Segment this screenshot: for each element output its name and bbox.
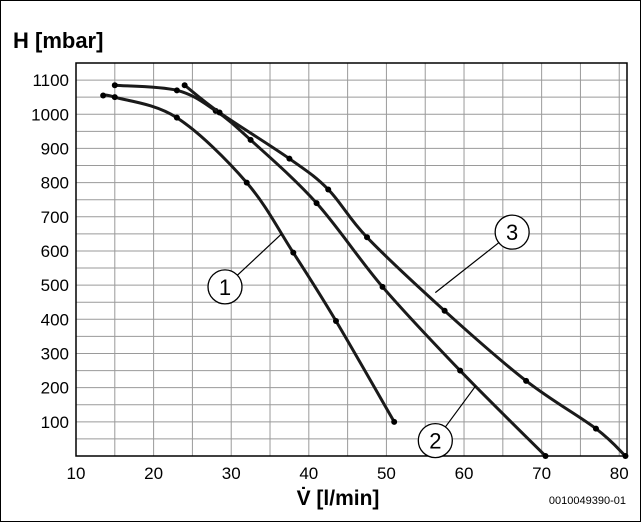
series-2-point bbox=[173, 87, 180, 94]
series-2-point bbox=[313, 200, 320, 207]
x-tick-label: 50 bbox=[377, 464, 396, 483]
labels: H [mbar] V̇ [l/min] 0010049390-01 bbox=[13, 28, 626, 510]
x-tick-label: 60 bbox=[455, 464, 474, 483]
grid bbox=[76, 62, 627, 456]
callout-1-label: 1 bbox=[219, 275, 231, 300]
axes: 100 200 300 400 500 600 700 800 900 1000 1100 10 20 3… bbox=[31, 62, 629, 483]
callout-1-leader bbox=[237, 233, 283, 276]
series-3-point bbox=[286, 155, 293, 162]
x-tick-label: 70 bbox=[532, 464, 551, 483]
y-tick-label: 400 bbox=[41, 310, 69, 329]
y-tick-label: 600 bbox=[41, 242, 69, 261]
y-tick-label: 100 bbox=[41, 413, 69, 432]
y-tick-label: 800 bbox=[41, 174, 69, 193]
chart-title: H [mbar] bbox=[13, 28, 103, 53]
series-line-2 bbox=[113, 83, 547, 458]
y-tick-label: 300 bbox=[41, 344, 69, 363]
series-3-point bbox=[181, 82, 188, 89]
callout-2-leader bbox=[444, 385, 477, 428]
callout-2-label: 2 bbox=[429, 429, 441, 454]
y-tick-label: 500 bbox=[41, 276, 69, 295]
series-1-point bbox=[391, 418, 398, 425]
y-tick-label: 1000 bbox=[31, 105, 69, 124]
series-layer bbox=[100, 82, 629, 459]
series-2-point bbox=[542, 453, 549, 459]
series-3-point bbox=[592, 425, 599, 432]
y-tick-label: 900 bbox=[41, 139, 69, 158]
x-tick-label: 80 bbox=[610, 464, 629, 483]
y-tick-label: 200 bbox=[41, 379, 69, 398]
series-2-point bbox=[457, 367, 464, 374]
series-3-point bbox=[216, 109, 223, 116]
callout-1-circle bbox=[207, 269, 243, 305]
y-tick-label: 700 bbox=[41, 208, 69, 227]
x-tick-label: 40 bbox=[299, 464, 318, 483]
series-2-point bbox=[379, 283, 386, 290]
plot-border bbox=[75, 62, 628, 457]
x-tick-label: 30 bbox=[222, 464, 241, 483]
x-tick-label: 20 bbox=[144, 464, 163, 483]
series-line-1 bbox=[101, 93, 396, 424]
series-3-point bbox=[523, 377, 530, 384]
series-3-point bbox=[364, 234, 371, 241]
series-1-point bbox=[100, 92, 107, 99]
series-2-point bbox=[111, 82, 118, 89]
callout-3-leader bbox=[434, 242, 500, 294]
series-line-3 bbox=[183, 83, 627, 458]
callout-3-label: 3 bbox=[506, 220, 518, 245]
image-code: 0010049390-01 bbox=[549, 495, 626, 507]
y-tick-label: 1100 bbox=[32, 71, 69, 90]
series-1-point bbox=[290, 249, 297, 256]
x-axis-label: V̇ [l/min] bbox=[297, 486, 380, 510]
series-3-point bbox=[325, 186, 332, 193]
series-2-point bbox=[247, 136, 254, 143]
callout-2-circle bbox=[417, 422, 453, 459]
series-3-point bbox=[441, 307, 448, 314]
callout-3-circle bbox=[494, 214, 530, 250]
series-1-point bbox=[332, 318, 339, 325]
series-3-point bbox=[622, 453, 629, 459]
series-1-point bbox=[111, 94, 118, 101]
series-1-point bbox=[173, 114, 180, 121]
x-tick-label: 10 bbox=[67, 464, 86, 483]
callouts: 1 2 3 bbox=[207, 214, 530, 459]
series-1-point bbox=[243, 179, 250, 186]
